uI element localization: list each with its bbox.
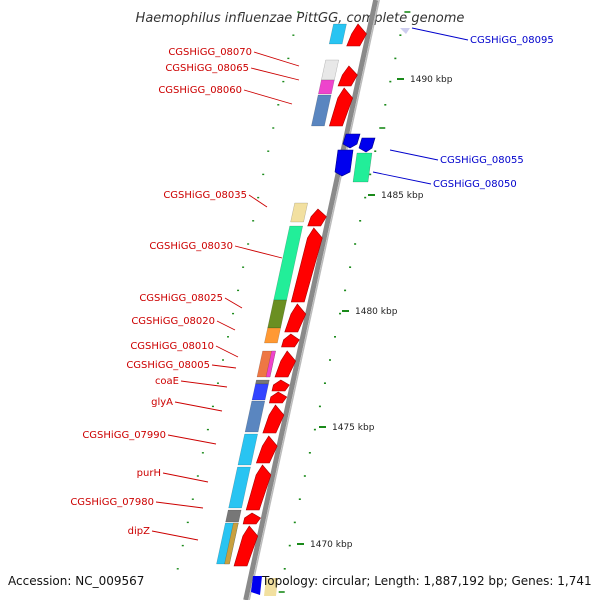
axis-tick-label: 1485 kbp: [381, 191, 424, 201]
gene-label-CGSHiGG_08095: CGSHiGG_08095: [470, 35, 554, 46]
label-leader: [151, 530, 199, 541]
genome-backbone: [243, 0, 380, 600]
gene-arrow-07980: [242, 512, 261, 525]
gene-arrow-08035: [307, 208, 327, 227]
cog-block: [255, 379, 270, 385]
label-leader: [224, 297, 243, 309]
gene-label-CGSHiGG_07980: CGSHiGG_07980: [70, 497, 154, 508]
backbone-shadow: [248, 0, 380, 600]
gene-label-CGSHiGG_08025: CGSHiGG_08025: [139, 293, 223, 304]
cog-block-stripe: [224, 522, 239, 565]
gene-label-CGSHiGG_08005: CGSHiGG_08005: [126, 360, 210, 371]
label-leader: [215, 345, 239, 358]
gene-arrow-08055b: [358, 137, 376, 153]
cog-block: [264, 327, 281, 344]
cog-block: [290, 202, 309, 223]
cog-block-partial: [264, 578, 278, 596]
gene-arrow-08010: [274, 350, 296, 378]
gene-arrow-track: [233, 23, 410, 595]
gene-arrow-glyA: [268, 391, 288, 404]
label-leader: [248, 194, 268, 208]
cog-block: [228, 466, 251, 509]
label-leader: [211, 364, 237, 369]
gene-label-CGSHiGG_07990: CGSHiGG_07990: [82, 430, 166, 441]
gene-arrow-07990: [262, 404, 285, 434]
axis-label-layer: 1470 kbp 1475 kbp 1480 kbp 1485 kbp 1490 kbp: [310, 75, 453, 550]
cog-block: [225, 509, 242, 523]
label-leader: [162, 472, 209, 483]
gene-arrow-08060: [328, 87, 353, 127]
gene-arrow-08055a: [342, 133, 361, 149]
gene-label-layer: CGSHiGG_08070 CGSHiGG_08065 CGSHiGG_08060 C…: [70, 27, 554, 541]
gene-arrow-faint: [400, 28, 410, 34]
label-leader: [411, 27, 469, 41]
gene-arrow-purH: [245, 464, 272, 511]
gene-label-purH: purH: [137, 468, 161, 479]
cog-block: [237, 433, 258, 466]
gene-arrow-dipZ: [233, 525, 259, 567]
label-leader: [250, 67, 300, 81]
label-leader: [243, 89, 293, 105]
gene-label-CGSHiGG_08055: CGSHiGG_08055: [440, 155, 524, 166]
cog-block-stripe: [265, 350, 276, 378]
label-leader: [155, 501, 204, 509]
gene-arrow-coaE: [271, 379, 290, 392]
axis-tick-label: 1475 kbp: [332, 423, 375, 433]
cog-track: [216, 23, 373, 596]
gene-label-CGSHiGG_08050: CGSHiGG_08050: [433, 179, 517, 190]
gene-label-CGSHiGG_08070: CGSHiGG_08070: [168, 47, 252, 58]
gene-arrow-08070: [346, 23, 367, 47]
gene-label-glyA: glyA: [151, 397, 173, 408]
gene-label-CGSHiGG_08020: CGSHiGG_08020: [131, 316, 215, 327]
gene-label-CGSHiGG_08060: CGSHiGG_08060: [158, 85, 242, 96]
label-leader: [167, 434, 217, 445]
cog-block: [267, 299, 287, 329]
gene-label-CGSHiGG_08065: CGSHiGG_08065: [165, 63, 249, 74]
gene-label-CGSHiGG_08035: CGSHiGG_08035: [163, 190, 247, 201]
cog-block: [321, 59, 340, 81]
gene-label-CGSHiGG_08030: CGSHiGG_08030: [149, 241, 233, 252]
tick-layer: [176, 11, 411, 593]
gene-arrow-08050: [334, 149, 354, 177]
topology-text: Topology: circular; Length: 1,887,192 bp…: [262, 574, 592, 588]
label-leader: [372, 171, 432, 185]
map-title: Haemophilus influenzae PittGG, complete …: [136, 11, 465, 26]
cog-block-reverse: [352, 152, 373, 183]
gene-arrow-08020: [281, 333, 300, 348]
axis-tick-label: 1470 kbp: [310, 540, 353, 550]
gene-arrow-08025: [284, 303, 307, 333]
label-leader: [234, 245, 283, 259]
gene-arrow-08030: [290, 227, 323, 303]
label-leader: [389, 149, 439, 161]
label-leader: [253, 51, 300, 67]
cog-block: [244, 400, 266, 433]
accession-text: Accession: NC_009567: [8, 574, 145, 588]
gene-arrow-07995: [255, 435, 278, 464]
cog-block: [318, 79, 335, 95]
gene-label-coaE: coaE: [155, 376, 179, 387]
gene-arrow-08065: [337, 65, 358, 87]
cog-block: [251, 383, 269, 401]
cog-block: [328, 23, 347, 45]
label-leader: [180, 380, 228, 388]
gene-arrow-partial: [251, 576, 262, 595]
label-leader: [216, 320, 236, 331]
axis-tick-label: 1480 kbp: [355, 307, 398, 317]
gene-label-dipZ: dipZ: [128, 526, 150, 537]
axis-tick-label: 1490 kbp: [410, 75, 453, 85]
backbone-line: [243, 0, 379, 600]
cog-block: [311, 94, 332, 127]
gene-label-CGSHiGG_08010: CGSHiGG_08010: [130, 341, 214, 352]
label-leader: [174, 401, 223, 412]
